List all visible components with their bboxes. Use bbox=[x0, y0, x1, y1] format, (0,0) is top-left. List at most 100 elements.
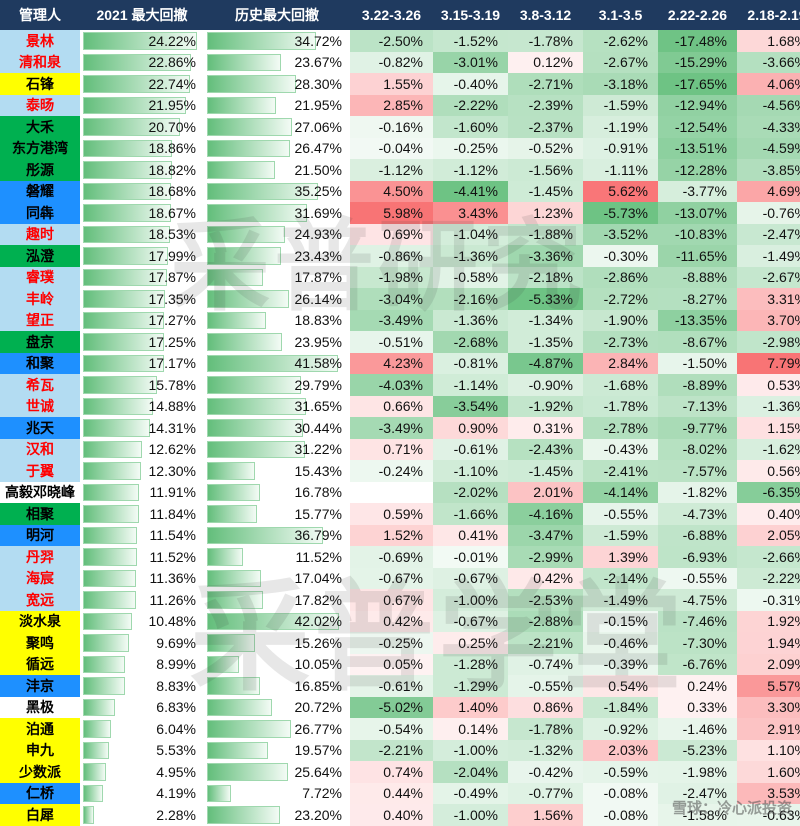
data-bar bbox=[83, 612, 133, 630]
weekly-return-cell: -4.33% bbox=[737, 116, 800, 138]
weekly-return-cell: -3.18% bbox=[583, 73, 658, 95]
drawdown-history-cell: 30.44% bbox=[204, 417, 350, 439]
data-bar bbox=[207, 720, 292, 738]
data-bar bbox=[207, 311, 267, 329]
data-label: 41.58% bbox=[294, 355, 342, 372]
data-bar bbox=[207, 268, 264, 286]
table-row: 清和泉 22.86% 23.67% -0.82% -3.01% 0.12% -2.67% -1… bbox=[0, 51, 800, 74]
data-bar bbox=[207, 526, 323, 544]
manager-name: 东方港湾 bbox=[0, 137, 80, 159]
manager-name: 世诚 bbox=[0, 395, 80, 417]
data-label: 11.84% bbox=[149, 505, 196, 522]
manager-name: 淡水泉 bbox=[0, 610, 80, 632]
weekly-return-cell: -1.84% bbox=[583, 696, 658, 718]
weekly-return-cell: -2.47% bbox=[658, 782, 737, 804]
table-body: 景林 24.22% 34.72% -2.50% -1.52% -1.78% -2.62% -1… bbox=[0, 30, 800, 826]
data-bar bbox=[83, 548, 138, 566]
table-row: 睿璞 17.87% 17.87% -1.98% -0.58% -2.18% -2.86% -8… bbox=[0, 266, 800, 289]
weekly-return-cell: 4.50% bbox=[350, 180, 433, 202]
data-label: 4.19% bbox=[156, 785, 196, 802]
data-label: 18.67% bbox=[148, 204, 196, 221]
weekly-return-cell: -5.33% bbox=[508, 288, 583, 310]
weekly-return-cell: -1.52% bbox=[433, 30, 508, 52]
weekly-return-cell: -13.35% bbox=[658, 309, 737, 331]
data-label: 22.86% bbox=[148, 54, 196, 71]
drawdown-history-cell: 23.20% bbox=[204, 804, 350, 826]
manager-name: 清和泉 bbox=[0, 51, 80, 73]
drawdown-2021-cell: 11.84% bbox=[80, 503, 204, 525]
weekly-return-cell: -2.41% bbox=[583, 460, 658, 482]
data-bar bbox=[83, 161, 172, 179]
drawdown-history-cell: 21.50% bbox=[204, 159, 350, 181]
drawdown-2021-cell: 4.95% bbox=[80, 761, 204, 783]
drawdown-2021-cell: 17.87% bbox=[80, 267, 204, 289]
weekly-return-cell: 0.33% bbox=[658, 696, 737, 718]
manager-name: 泰旸 bbox=[0, 94, 80, 116]
weekly-return-cell: 2.05% bbox=[737, 524, 800, 546]
weekly-return-cell: -0.04% bbox=[350, 137, 433, 159]
manager-name: 黑极 bbox=[0, 696, 80, 718]
weekly-return-cell: -1.68% bbox=[583, 374, 658, 396]
weekly-return-cell: -2.71% bbox=[508, 73, 583, 95]
data-bar bbox=[207, 698, 273, 716]
weekly-return-cell: -3.47% bbox=[508, 524, 583, 546]
data-bar bbox=[83, 419, 151, 437]
weekly-return-cell: 0.67% bbox=[350, 589, 433, 611]
weekly-return-cell: -1.34% bbox=[508, 309, 583, 331]
weekly-return-cell: -2.98% bbox=[737, 331, 800, 353]
drawdown-2021-cell: 14.88% bbox=[80, 396, 204, 418]
drawdown-2021-cell: 4.19% bbox=[80, 783, 204, 805]
drawdown-history-cell: 11.52% bbox=[204, 546, 350, 568]
weekly-return-cell: -0.55% bbox=[508, 675, 583, 697]
weekly-return-cell: 2.91% bbox=[737, 718, 800, 740]
weekly-return-cell: -5.23% bbox=[658, 739, 737, 761]
weekly-return-cell: -1.32% bbox=[508, 739, 583, 761]
weekly-return-cell: -3.01% bbox=[433, 51, 508, 73]
drawdown-2021-cell: 15.78% bbox=[80, 374, 204, 396]
weekly-return-cell: -7.57% bbox=[658, 460, 737, 482]
weekly-return-cell: -2.67% bbox=[737, 266, 800, 288]
data-bar bbox=[207, 548, 244, 566]
weekly-return-cell: -3.36% bbox=[508, 245, 583, 267]
data-bar bbox=[83, 268, 168, 286]
weekly-return-cell: -3.54% bbox=[433, 395, 508, 417]
weekly-return-cell: 0.14% bbox=[433, 718, 508, 740]
drawdown-2021-cell: 18.86% bbox=[80, 138, 204, 160]
weekly-return-cell: 0.24% bbox=[658, 675, 737, 697]
data-label: 26.47% bbox=[294, 140, 342, 157]
data-label: 18.53% bbox=[148, 226, 196, 243]
weekly-return-cell: -0.40% bbox=[433, 73, 508, 95]
weekly-return-cell: -2.68% bbox=[433, 331, 508, 353]
weekly-return-cell: -9.77% bbox=[658, 417, 737, 439]
drawdown-2021-cell: 18.67% bbox=[80, 202, 204, 224]
data-bar bbox=[207, 333, 283, 351]
data-label: 17.25% bbox=[148, 333, 196, 350]
data-label: 18.82% bbox=[148, 161, 196, 178]
data-bar bbox=[207, 290, 290, 308]
data-label: 24.93% bbox=[294, 226, 342, 243]
weekly-return-cell: -1.45% bbox=[508, 460, 583, 482]
column-header: 2.22-2.26 bbox=[658, 0, 737, 30]
weekly-return-cell: -2.72% bbox=[583, 288, 658, 310]
weekly-return-cell: -1.35% bbox=[508, 331, 583, 353]
table-row: 仁桥 4.19% 7.72% 0.44% -0.49% -0.77% -0.08% -2.47… bbox=[0, 782, 800, 805]
data-bar bbox=[207, 204, 307, 222]
weekly-return-cell: -0.61% bbox=[433, 438, 508, 460]
data-bar bbox=[207, 612, 339, 630]
weekly-return-cell: -1.36% bbox=[433, 309, 508, 331]
manager-name: 高毅邓晓峰 bbox=[0, 481, 80, 503]
drawdown-history-cell: 23.67% bbox=[204, 52, 350, 74]
weekly-return-cell: 0.42% bbox=[350, 610, 433, 632]
drawdown-history-cell: 21.95% bbox=[204, 95, 350, 117]
drawdown-2021-cell: 18.68% bbox=[80, 181, 204, 203]
drawdown-2021-cell: 22.74% bbox=[80, 73, 204, 95]
weekly-return-cell: -2.78% bbox=[583, 417, 658, 439]
column-header: 3.1-3.5 bbox=[583, 0, 658, 30]
weekly-return-cell: -5.73% bbox=[583, 202, 658, 224]
data-label: 22.74% bbox=[148, 75, 196, 92]
weekly-return-cell: -2.14% bbox=[583, 567, 658, 589]
weekly-return-cell: -1.78% bbox=[508, 718, 583, 740]
weekly-return-cell: -1.00% bbox=[433, 804, 508, 826]
drawdown-history-cell: 19.57% bbox=[204, 740, 350, 762]
weekly-return-cell: -4.03% bbox=[350, 374, 433, 396]
